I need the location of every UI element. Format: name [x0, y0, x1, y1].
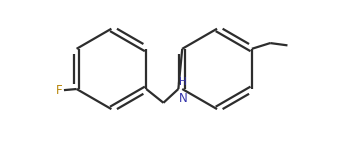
Text: N: N: [179, 92, 188, 105]
Text: F: F: [56, 84, 62, 97]
Text: H: H: [179, 77, 187, 87]
